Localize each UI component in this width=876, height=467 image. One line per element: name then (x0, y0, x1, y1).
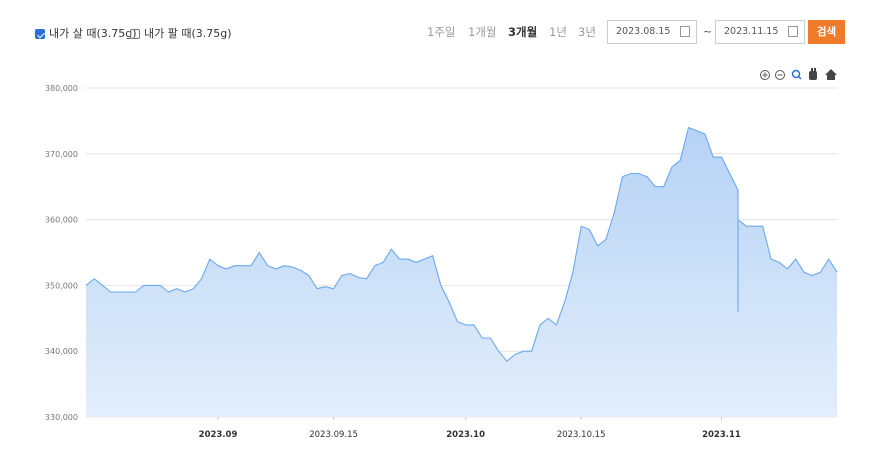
pan-icon[interactable] (809, 68, 817, 80)
y-tick-label: 340,000 (45, 347, 78, 356)
y-tick-label: 330,000 (45, 413, 78, 422)
buy-label: 내가 살 때(3.75g) (49, 27, 137, 40)
zoom-in-icon[interactable] (760, 70, 770, 80)
period-button[interactable]: 3년 (578, 25, 596, 39)
magnify-icon[interactable] (791, 69, 802, 80)
x-tick-label: 2023.11 (702, 430, 741, 440)
calendar-icon[interactable] (788, 26, 798, 37)
calendar-icon[interactable] (680, 26, 690, 37)
y-tick-label: 370,000 (45, 150, 78, 159)
end-date: 2023.11.15 (724, 26, 779, 37)
end-date-input[interactable]: 2023.11.15 (715, 20, 805, 44)
zoom-out-icon[interactable] (775, 70, 785, 80)
search-button[interactable]: 검색 (808, 20, 845, 44)
y-tick-label: 360,000 (45, 216, 78, 225)
start-date: 2023.08.15 (616, 26, 671, 37)
y-tick-label: 380,000 (45, 84, 78, 93)
sell-checkbox[interactable]: 내가 팔 때(3.75g) (130, 25, 232, 41)
start-date-input[interactable]: 2023.08.15 (607, 20, 697, 44)
x-tick-label: 2023.09.15 (309, 430, 358, 440)
x-tick-label: 2023.10 (446, 430, 485, 440)
checkbox-checked[interactable] (35, 29, 45, 39)
sell-label: 내가 팔 때(3.75g) (144, 27, 232, 40)
period-button[interactable]: 3개월 (508, 25, 538, 39)
x-tick-label: 2023.09 (199, 430, 238, 440)
period-button[interactable]: 1년 (549, 25, 567, 39)
checkbox[interactable] (130, 29, 140, 39)
period-button[interactable]: 1개월 (468, 25, 497, 39)
area (86, 127, 837, 417)
x-tick-label: 2023.10.15 (557, 430, 606, 440)
buy-checkbox[interactable]: 내가 살 때(3.75g) (35, 25, 137, 41)
y-tick-label: 350,000 (45, 281, 78, 290)
period-button[interactable]: 1주일 (427, 25, 456, 39)
line (85, 126, 838, 362)
home-icon[interactable] (825, 69, 837, 80)
date-separator: ~ (703, 25, 713, 38)
